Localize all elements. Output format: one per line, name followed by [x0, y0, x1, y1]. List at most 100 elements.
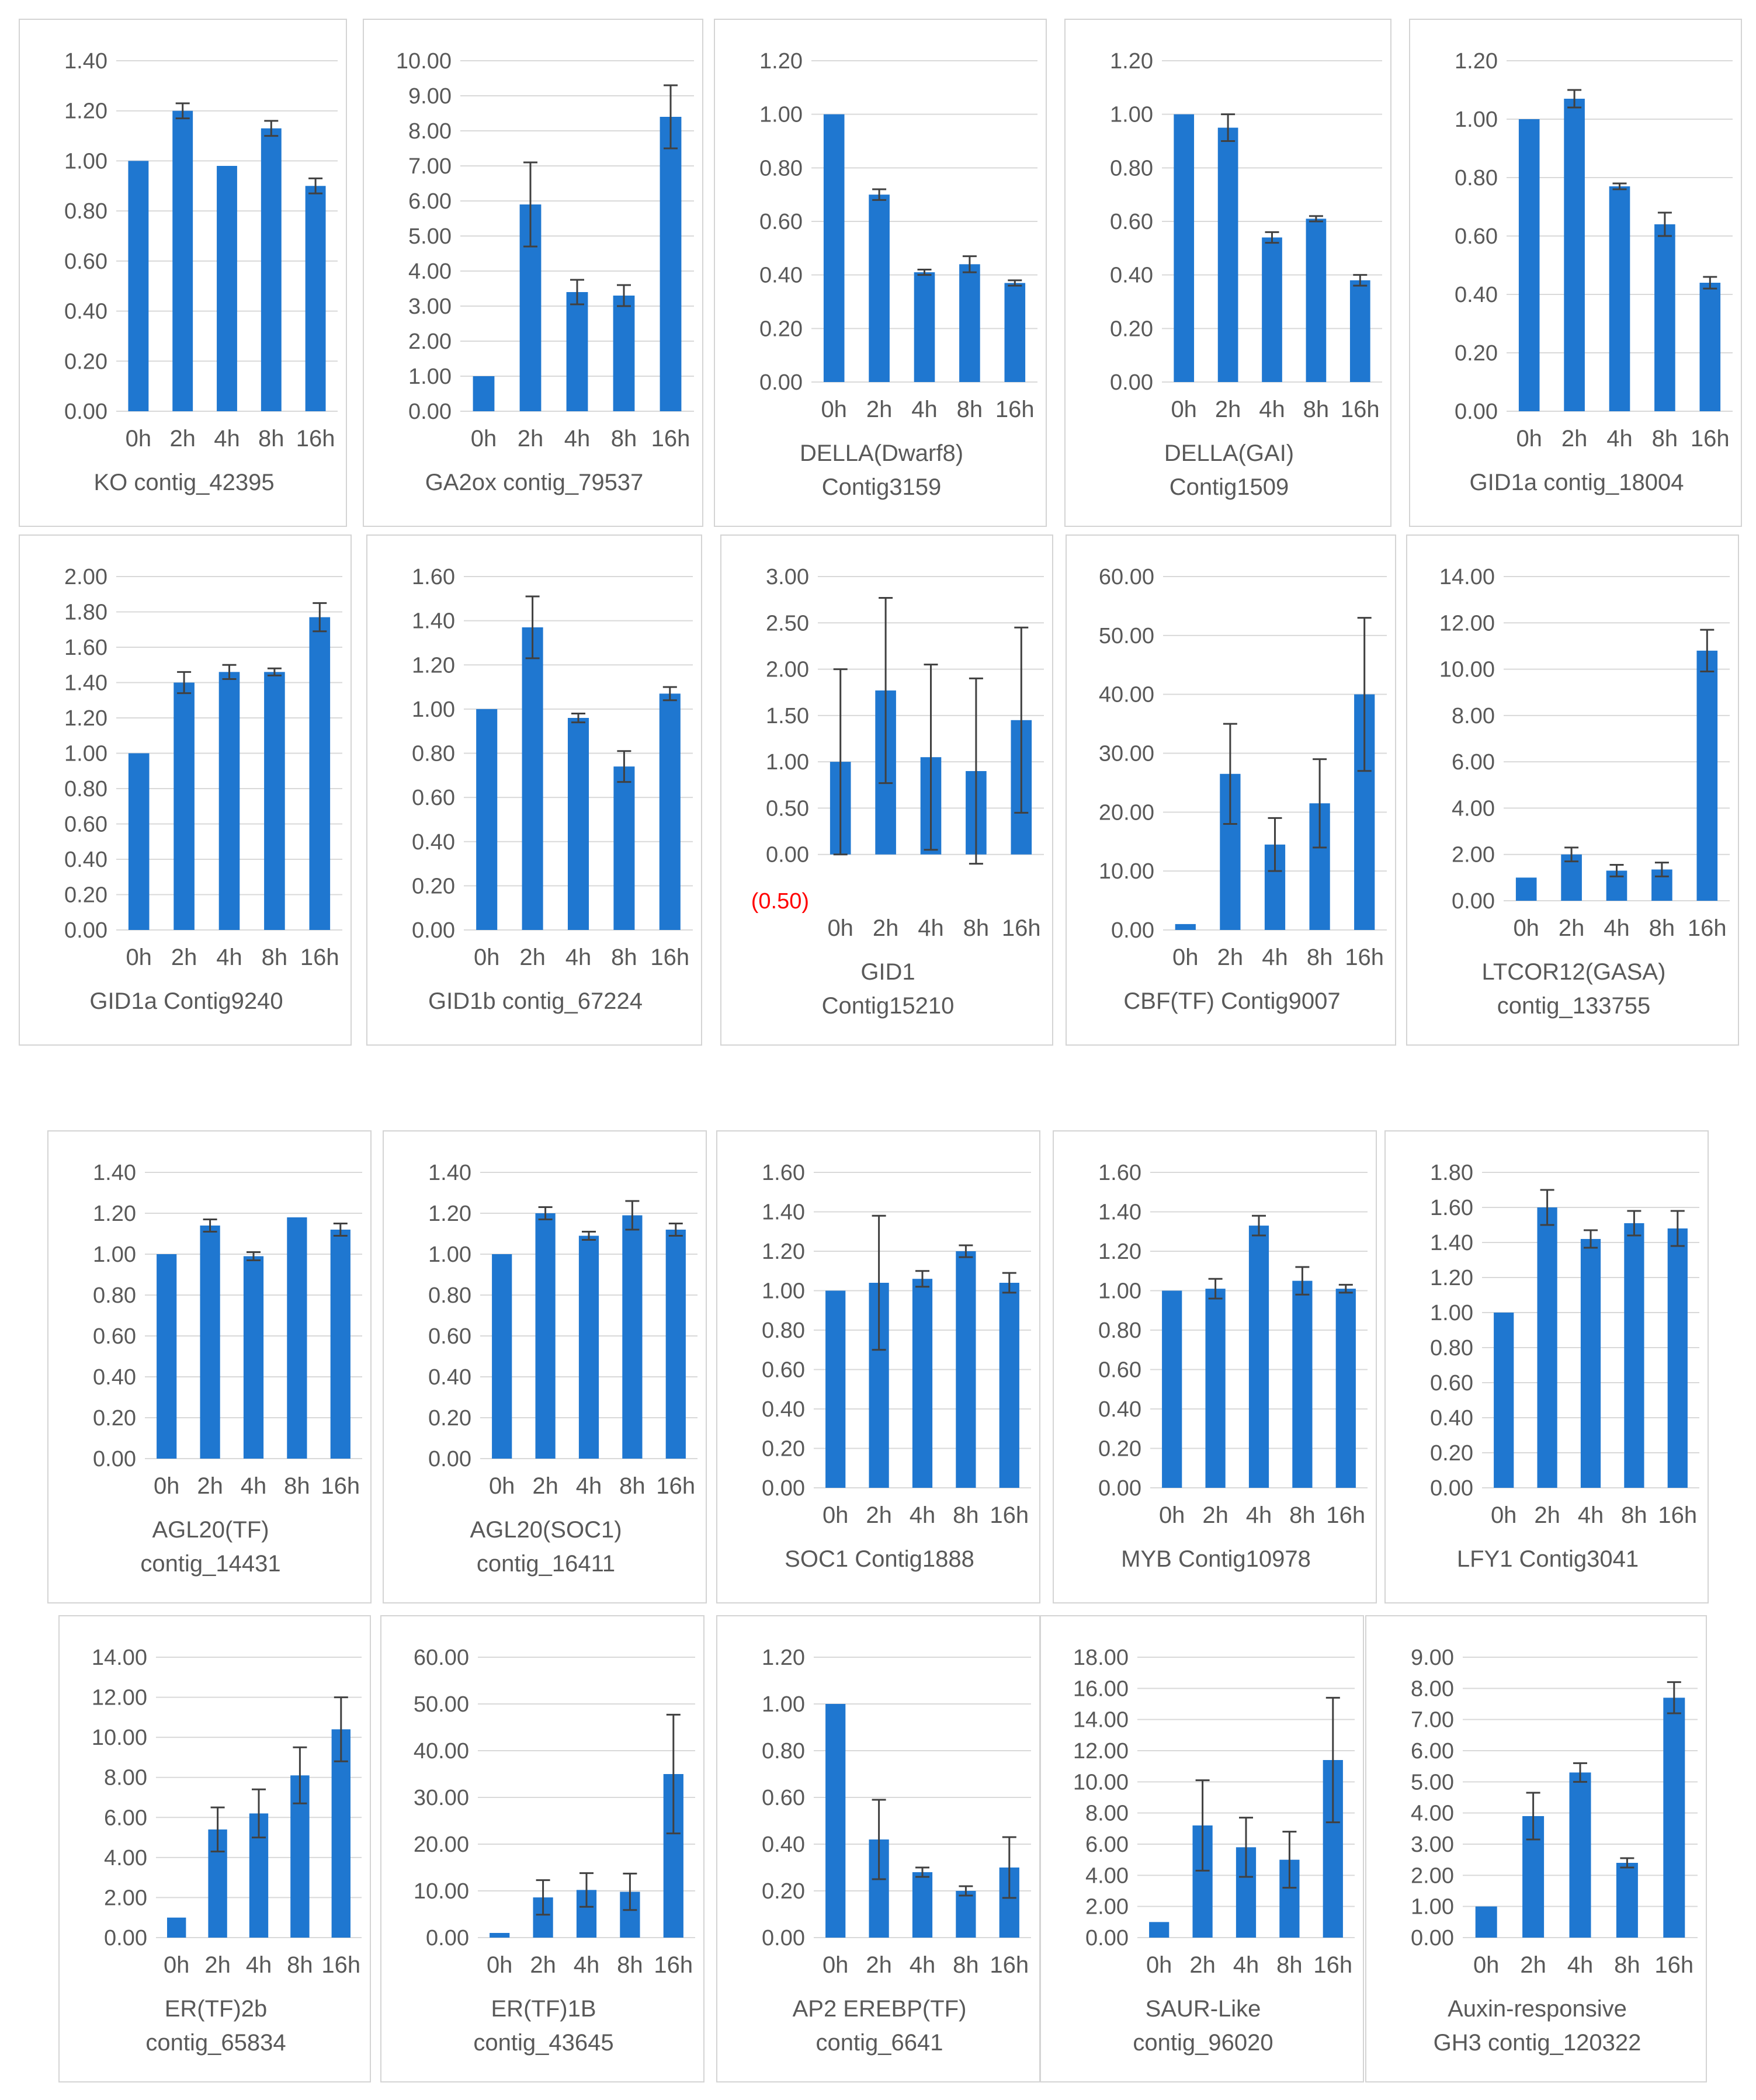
y-tick-label: 0.00: [1111, 918, 1154, 943]
x-tick-label: 2h: [518, 426, 544, 452]
chart-title: AP2 EREBP(TF): [793, 1996, 967, 2022]
x-tick-label: 4h: [1233, 1952, 1259, 1978]
y-tick-label: 0.00: [1110, 370, 1153, 395]
chart-title: KO contig_42395: [93, 470, 274, 495]
y-tick-label: 1.20: [762, 1240, 805, 1264]
chart-title: GH3 contig_120322: [1434, 2030, 1642, 2056]
bar: [331, 1729, 350, 1938]
chart-panel: 0.00 0.20 0.40 0.60 0.80 1.00 1.20 0h 2h 4h 8h 16h D…: [1064, 19, 1391, 527]
y-tick-label: 1.20: [1098, 1240, 1141, 1264]
chart-panel: 0.00 0.20 0.40 0.60 0.80 1.00 1.20 1.40 1.60 0h 2h…: [1053, 1130, 1377, 1603]
chart-panel: 0.00 0.20 0.40 0.60 0.80 1.00 1.20 0h 2h 4h 8h 16h G…: [1409, 19, 1742, 527]
bar: [1475, 1906, 1497, 1938]
y-tick-label: 1.40: [412, 609, 455, 634]
y-tick-label: 1.60: [412, 565, 455, 589]
y-tick-label-negative: (0.50): [751, 889, 809, 914]
x-tick-label: 2h: [873, 915, 899, 941]
y-tick-label: 0.40: [759, 263, 803, 288]
bar: [825, 1290, 846, 1488]
bar-chart: 0.00 1.00 2.00 3.00 4.00 5.00 6.00 7.00 8.00 9.00…: [1411, 1646, 1698, 2056]
bar: [956, 1891, 976, 1938]
x-tick-label: 4h: [911, 397, 938, 422]
bar: [1624, 1223, 1644, 1488]
y-tick-label: 1.40: [1430, 1231, 1473, 1255]
bar: [309, 617, 331, 930]
y-tick-label: 4.00: [104, 1846, 147, 1870]
x-tick-label: 0h: [126, 945, 152, 970]
y-tick-label: 1.00: [1110, 103, 1153, 127]
x-tick-label: 16h: [995, 397, 1035, 422]
x-tick-label: 8h: [1307, 945, 1333, 970]
bar: [1306, 218, 1327, 382]
bar: [660, 117, 682, 411]
y-tick-label: 20.00: [414, 1832, 469, 1857]
y-tick-label: 1.20: [64, 706, 107, 731]
x-tick-label: 8h: [957, 397, 983, 422]
x-tick-label: 0h: [1171, 397, 1197, 422]
bar: [1515, 877, 1537, 901]
bar-chart: 0.00 0.20 0.40 0.60 0.80 1.00 1.20 0h 2h 4h 8h 16h D…: [759, 49, 1037, 500]
bar: [1248, 1226, 1269, 1488]
y-tick-label: 0.00: [1452, 889, 1495, 914]
x-tick-label: 2h: [1202, 1502, 1228, 1528]
bar: [567, 718, 589, 930]
chart-panel: 0.00 2.00 4.00 6.00 8.00 10.00 12.00 14.00 16.00…: [1040, 1615, 1364, 2082]
y-tick-label: 6.00: [1085, 1832, 1129, 1857]
y-tick-label: 0.20: [412, 874, 455, 898]
bar: [912, 1279, 933, 1488]
bar-chart: 0.00 0.20 0.40 0.60 0.80 1.00 1.20 1.40 1.60 1.80…: [1430, 1161, 1699, 1572]
bar: [264, 672, 285, 930]
bar-chart: 0.00 10.00 20.00 30.00 40.00 50.00 60.00 0h 2h 4h…: [414, 1646, 695, 2056]
bar: [613, 296, 635, 411]
y-tick-label: 0.00: [1411, 1926, 1454, 1950]
x-tick-label: 2h: [1559, 915, 1585, 941]
y-tick-label: 8.00: [104, 1766, 147, 1790]
bar: [613, 766, 635, 930]
x-tick-label: 16h: [651, 426, 690, 452]
y-tick-label: 60.00: [414, 1646, 469, 1670]
y-tick-label: 1.00: [1098, 1279, 1141, 1304]
chart-panel: 0.00 10.00 20.00 30.00 40.00 50.00 60.00 0h 2h 4h…: [1066, 534, 1396, 1046]
y-tick-label: 1.00: [762, 1279, 805, 1304]
y-tick-label: 0.00: [412, 918, 455, 943]
x-tick-label: 16h: [321, 1952, 360, 1978]
y-tick-label: 0.20: [64, 349, 107, 374]
y-tick-label: 0.40: [762, 1397, 805, 1422]
bar: [1699, 283, 1721, 411]
y-tick-label: 0.00: [1085, 1926, 1129, 1950]
y-tick-label: 0.60: [64, 813, 107, 837]
y-tick-label: 1.20: [412, 653, 455, 678]
y-tick-label: 2.00: [408, 329, 452, 354]
chart-title: contig_14431: [140, 1551, 280, 1577]
bar: [476, 709, 498, 930]
bar: [305, 186, 326, 411]
chart-panel: 0.00 1.00 2.00 3.00 4.00 5.00 6.00 7.00 8.00 9.00…: [363, 19, 703, 527]
y-tick-label: 60.00: [1099, 565, 1154, 589]
x-tick-label: 2h: [530, 1952, 556, 1978]
bar: [1217, 127, 1238, 383]
y-tick-label: 2.00: [1452, 843, 1495, 867]
x-tick-label: 0h: [823, 1502, 849, 1528]
chart-panel: 0.00 0.20 0.40 0.60 0.80 1.00 1.20 0h 2h 4h 8h 16h D…: [714, 19, 1047, 527]
y-tick-label: 6.00: [408, 189, 452, 214]
x-tick-label: 4h: [918, 915, 944, 941]
x-tick-label: 0h: [1159, 1502, 1185, 1528]
y-tick-label: 12.00: [1439, 611, 1495, 636]
x-tick-label: 16h: [990, 1502, 1029, 1528]
x-tick-label: 0h: [489, 1473, 515, 1499]
y-tick-label: 1.00: [64, 742, 107, 766]
chart-title: MYB Contig10978: [1121, 1546, 1311, 1572]
y-tick-label: 9.00: [408, 84, 452, 109]
chart-panel: 0.00 2.00 4.00 6.00 8.00 10.00 12.00 14.00 0h 2h 4…: [1406, 534, 1739, 1046]
x-tick-label: 2h: [1534, 1502, 1560, 1528]
chart-title: Auxin-responsive: [1448, 1996, 1627, 2022]
y-tick-label: 0.80: [762, 1318, 805, 1343]
bar: [172, 110, 193, 411]
y-tick-label: 6.00: [1411, 1739, 1454, 1764]
y-tick-label: 18.00: [1073, 1646, 1129, 1670]
y-tick-label: 20.00: [1099, 800, 1154, 825]
y-tick-label: 0.20: [762, 1437, 805, 1462]
bar-chart: 0.00 0.20 0.40 0.60 0.80 1.00 1.20 0h 2h 4h 8h 16h G…: [1455, 49, 1733, 495]
y-tick-label: 30.00: [1099, 742, 1154, 766]
y-tick-label: 16.00: [1073, 1676, 1129, 1701]
